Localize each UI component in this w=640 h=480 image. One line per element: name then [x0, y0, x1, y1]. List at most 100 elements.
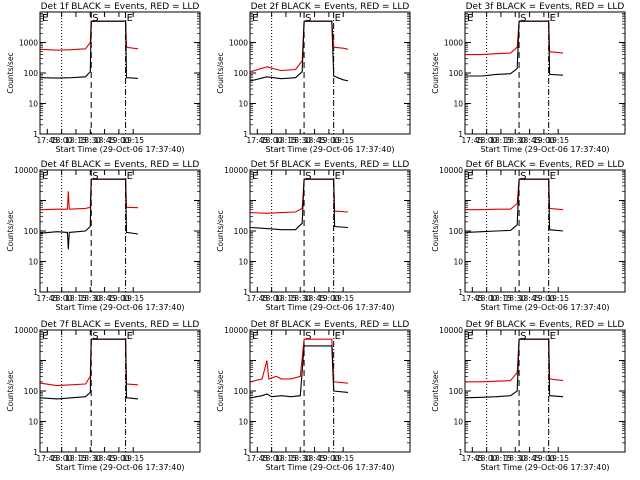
start-marker-label: E — [467, 331, 473, 342]
x-tick-label: 19:00 — [533, 136, 555, 145]
saa-end-marker-label: E — [127, 13, 133, 24]
x-tick-label: 18:45 — [519, 294, 541, 303]
y-tick-label: 10000 — [439, 166, 463, 175]
saa-end-marker-label: E — [127, 171, 133, 182]
saa-end-marker-label: E — [550, 331, 556, 342]
y-tick-label: 1 — [33, 130, 38, 139]
y-axis-label: Counts/sec — [431, 210, 440, 251]
y-axis-label: Counts/sec — [6, 210, 15, 251]
panel-title: Det 4f BLACK = Events, RED = LLD — [41, 160, 200, 170]
events-series-line — [465, 178, 564, 233]
x-axis-label: Start Time (29-Oct-06 17:37:40) — [480, 145, 609, 154]
x-tick-label: 18:15 — [490, 294, 512, 303]
events-series-line — [40, 178, 139, 250]
x-tick-label: 18:45 — [519, 136, 541, 145]
x-axis-label: Start Time (29-Oct-06 17:37:40) — [480, 463, 609, 472]
plot-frame — [249, 11, 411, 135]
panel-5: Det 5f BLACK = Events, RED = LLD 1 10 100 10… — [216, 160, 411, 312]
x-axis-label: Start Time (29-Oct-06 17:37:40) — [55, 145, 184, 154]
panel-7: Det 7f BLACK = Events, RED = LLD 1 10 100 10… — [6, 320, 201, 472]
x-tick-label: 18:45 — [94, 294, 116, 303]
x-tick-label: 18:15 — [490, 136, 512, 145]
y-tick-label: 10 — [238, 258, 248, 267]
plot-frame — [249, 329, 411, 453]
x-tick-label: 18:45 — [304, 454, 326, 463]
x-tick-label: 17:45 — [37, 454, 59, 463]
x-tick-label: 18:00 — [261, 294, 283, 303]
y-tick-label: 100 — [234, 387, 249, 396]
y-tick-label: 100 — [234, 227, 249, 236]
x-tick-label: 18:30 — [289, 294, 311, 303]
events-series-line — [250, 20, 349, 82]
panel-6: Det 6f BLACK = Events, RED = LLD 1 10 100 10… — [431, 160, 626, 312]
x-tick-label: 19:15 — [547, 294, 569, 303]
start-marker-label: E — [467, 13, 473, 24]
x-tick-label: 18:00 — [51, 136, 73, 145]
x-tick-label: 17:45 — [37, 294, 59, 303]
events-series-line — [250, 178, 349, 231]
x-tick-label: 18:30 — [504, 294, 526, 303]
saa-start-marker-label: S — [520, 331, 526, 342]
panel-title: Det 1f BLACK = Events, RED = LLD — [41, 2, 200, 12]
x-tick-label: 18:00 — [476, 136, 498, 145]
x-tick-label: 18:30 — [79, 294, 101, 303]
x-tick-label: 17:45 — [247, 454, 269, 463]
y-tick-label: 1 — [458, 130, 463, 139]
x-tick-label: 19:00 — [108, 454, 130, 463]
saa-start-marker-label: S — [92, 171, 98, 182]
x-tick-label: 19:15 — [547, 136, 569, 145]
y-tick-label: 10000 — [14, 326, 38, 335]
y-tick-label: 1 — [458, 448, 463, 457]
x-axis-label: Start Time (29-Oct-06 17:37:40) — [480, 303, 609, 312]
saa-end-marker-label: E — [550, 13, 556, 24]
lld-series-line — [40, 338, 139, 387]
x-tick-label: 19:00 — [108, 136, 130, 145]
start-marker-label: E — [42, 13, 48, 24]
x-tick-label: 17:45 — [462, 454, 484, 463]
x-tick-label: 19:15 — [547, 454, 569, 463]
y-tick-label: 1 — [33, 288, 38, 297]
panel-title: Det 9f BLACK = Events, RED = LLD — [466, 320, 625, 330]
y-tick-label: 1000 — [19, 39, 38, 48]
y-axis-label: Counts/sec — [6, 370, 15, 411]
y-tick-label: 1000 — [229, 39, 248, 48]
y-tick-label: 10 — [28, 258, 38, 267]
y-axis-label: Counts/sec — [216, 52, 225, 93]
saa-start-marker-label: S — [305, 331, 311, 342]
y-tick-label: 10 — [453, 258, 463, 267]
saa-start-marker-label: S — [520, 13, 526, 24]
x-tick-label: 18:15 — [275, 454, 297, 463]
x-tick-label: 19:00 — [318, 136, 340, 145]
y-tick-label: 10 — [238, 418, 248, 427]
start-marker-label: E — [467, 171, 473, 182]
saa-start-marker-label: S — [520, 171, 526, 182]
events-series-line — [465, 338, 564, 399]
saa-end-marker-label: E — [550, 171, 556, 182]
x-tick-label: 18:00 — [476, 454, 498, 463]
x-tick-label: 17:45 — [462, 294, 484, 303]
x-tick-label: 18:00 — [261, 454, 283, 463]
panel-4: Det 4f BLACK = Events, RED = LLD 1 10 100 10… — [6, 160, 201, 312]
y-tick-label: 100 — [24, 69, 39, 78]
y-tick-label: 10000 — [439, 326, 463, 335]
y-axis-label: Counts/sec — [431, 52, 440, 93]
y-tick-label: 10 — [453, 418, 463, 427]
plot-frame — [464, 11, 626, 135]
x-tick-label: 19:15 — [332, 454, 354, 463]
x-tick-label: 18:45 — [94, 454, 116, 463]
x-axis-label: Start Time (29-Oct-06 17:37:40) — [265, 463, 394, 472]
y-tick-label: 10 — [28, 418, 38, 427]
y-tick-label: 10 — [28, 100, 38, 109]
x-tick-label: 18:15 — [65, 454, 87, 463]
y-tick-label: 10000 — [224, 326, 248, 335]
x-axis-label: Start Time (29-Oct-06 17:37:40) — [265, 303, 394, 312]
panel-9: Det 9f BLACK = Events, RED = LLD 1 10 100 10… — [431, 320, 626, 472]
y-tick-label: 10000 — [224, 166, 248, 175]
x-tick-label: 18:00 — [51, 454, 73, 463]
x-tick-label: 19:15 — [122, 136, 144, 145]
saa-end-marker-label: E — [335, 13, 341, 24]
y-tick-label: 100 — [234, 69, 249, 78]
lld-series-line — [40, 20, 139, 51]
x-tick-label: 18:45 — [519, 454, 541, 463]
